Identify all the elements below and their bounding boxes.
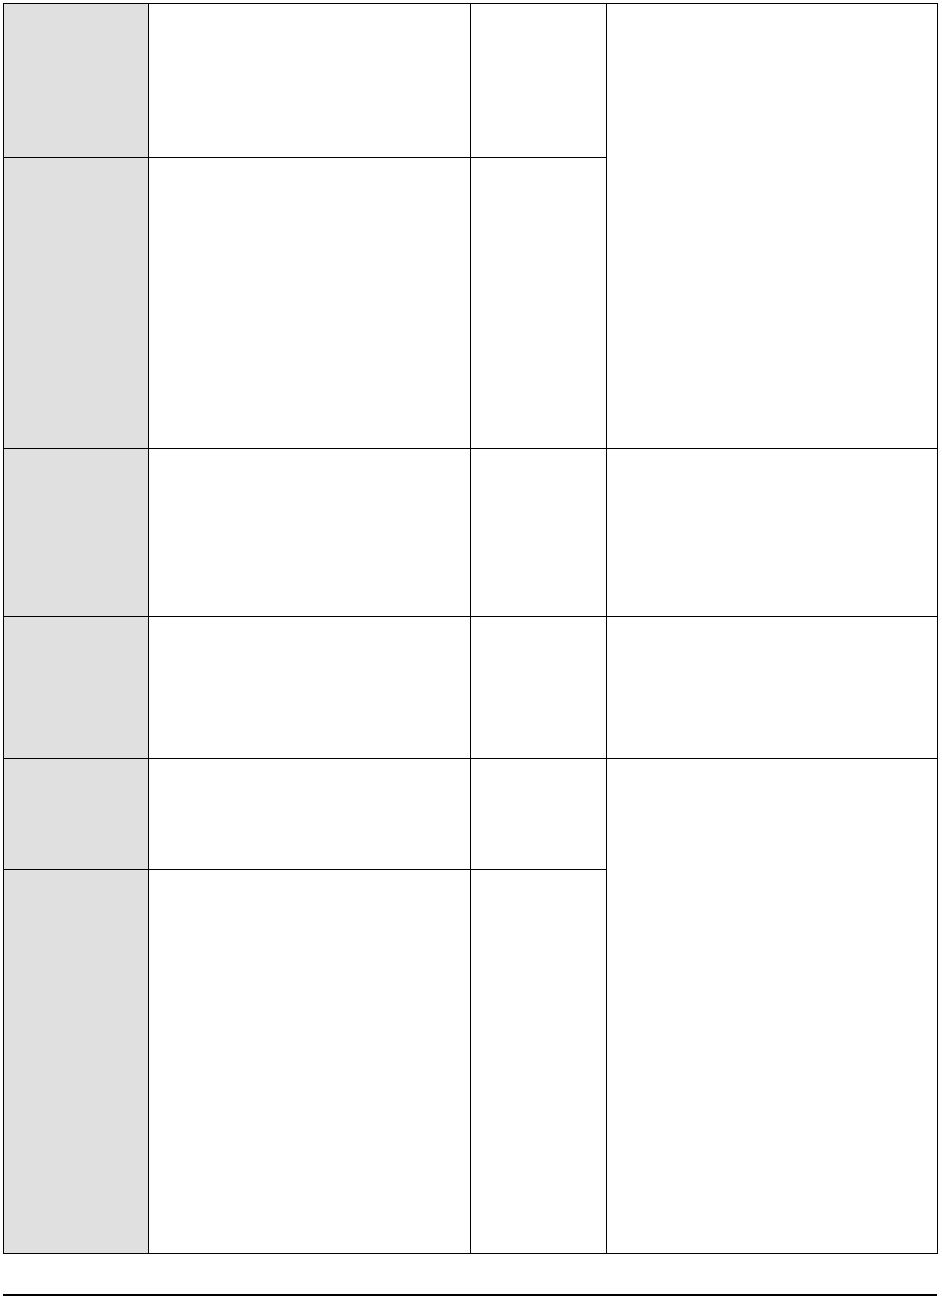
table-cell-label[interactable] [3,3,149,158]
table-cell-label[interactable] [3,616,149,759]
table-cell-notes[interactable] [606,616,938,759]
table-row [3,157,938,449]
footer-separator-rule [3,1294,937,1296]
table-row [3,3,938,449]
table-cell-notes-merged[interactable] [606,758,938,1254]
table-cell-description[interactable] [148,869,471,1254]
table-cell-description[interactable] [148,3,471,158]
table-cell-notes-merged[interactable] [606,3,938,449]
table-row [3,758,938,1254]
table-cell-description[interactable] [148,157,471,449]
table-cell-value[interactable] [470,758,607,870]
table-cell-label[interactable] [3,869,149,1254]
table-cell-value[interactable] [470,869,607,1254]
table-cell-label[interactable] [3,758,149,870]
table-cell-label[interactable] [3,448,149,617]
table-cell-description[interactable] [148,758,471,870]
table-cell-description[interactable] [148,616,471,759]
table-cell-notes[interactable] [606,448,938,617]
page-footer [3,1256,937,1292]
table-body [3,3,938,1254]
table-cell-value[interactable] [470,3,607,158]
table-cell-value[interactable] [470,616,607,759]
table-row [3,448,938,617]
table-cell-value[interactable] [470,157,607,449]
table-row [3,869,938,1254]
specification-table [3,3,938,1254]
table-row [3,616,938,759]
table-cell-label[interactable] [3,157,149,449]
table-cell-value[interactable] [470,448,607,617]
table-cell-description[interactable] [148,448,471,617]
